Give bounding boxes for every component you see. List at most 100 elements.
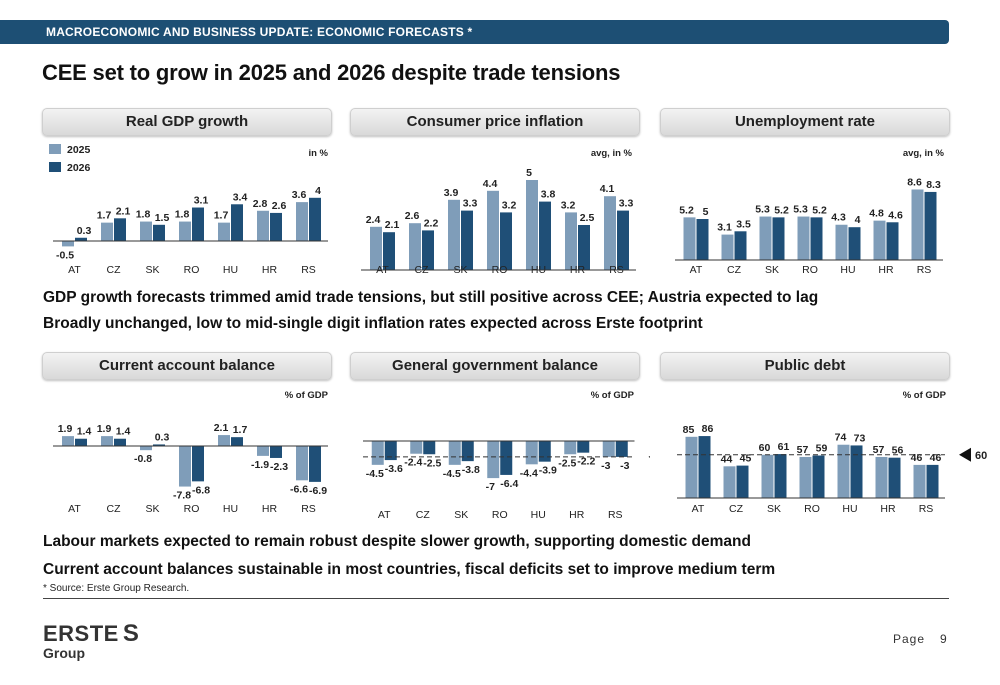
bar-SK-2025 [761, 454, 774, 498]
bar-RO-2025 [179, 221, 191, 241]
data-label-RO-2025: 1.8 [175, 209, 190, 221]
data-label-HU-2025: 2.1 [214, 422, 229, 434]
tick-label-SK: SK [765, 264, 779, 276]
bar-AT-2025 [370, 226, 382, 270]
bar-AT-2025 [685, 436, 698, 498]
bar-HU-2026 [231, 437, 243, 446]
chart-gdp: in % 2025 2026 -0.50.3 AT 1.7 2.1 CZ 1.8 1.5 SK 1.8… [49, 144, 329, 276]
legend-swatch-2025 [49, 144, 61, 154]
data-label-AT-2025: -0.5 [56, 249, 74, 261]
tick-label-AT: AT [68, 503, 81, 515]
bar-RO-2026 [812, 455, 825, 498]
statement-labour: Labour markets expected to remain robust… [43, 533, 751, 550]
reference-label: 60 [975, 450, 987, 462]
data-label-SK-2025: 1.8 [136, 209, 151, 221]
bar-CZ-2026 [114, 438, 126, 446]
bar-HU-2025 [526, 180, 538, 270]
chart-government-balance: % of GDP-4.5 -3.6AT-2.4 -2.5CZ-4.5 -3.8SK-7… [363, 390, 650, 521]
bar-RO-2026 [192, 207, 204, 241]
data-label-SK-2026: 0.3 [155, 431, 170, 443]
bar-HR-2026 [270, 446, 282, 458]
data-label-RS-2025: -6.6 [290, 483, 308, 495]
data-label-HR-2025: 4.8 [869, 208, 884, 220]
data-label-HU-2026: 4 [855, 214, 861, 226]
bar-AT-2026 [698, 436, 711, 498]
page-number: 9 [940, 632, 947, 646]
source-note: * Source: Erste Group Research. [43, 583, 190, 594]
unit-label: % of GDP [285, 390, 329, 401]
bar-RO-2026 [810, 217, 823, 260]
tick-label-AT: AT [690, 264, 703, 276]
bar-CZ-2025 [723, 466, 736, 498]
data-label-CZ-2025: 3.1 [717, 222, 732, 234]
data-label-HU-2026: 3.4 [233, 191, 248, 203]
data-label-HR-2026: 2.5 [580, 212, 595, 224]
data-label-CZ-2026: 2.2 [424, 217, 439, 229]
data-label-HU-2026: -3.9 [539, 465, 557, 477]
bar-HU-2025 [218, 222, 230, 241]
data-label-RS-2025: 46 [911, 452, 923, 464]
bar-AT-2025 [62, 436, 74, 446]
tick-label-RO: RO [492, 509, 508, 521]
bar-RS-2025 [296, 446, 308, 481]
data-label-SK-2026: -3.8 [462, 464, 480, 476]
data-label-CZ-2025: 1.9 [97, 423, 112, 435]
panel-header-cpi: Consumer price inflation [350, 108, 640, 136]
section-bar: MACROECONOMIC AND BUSINESS UPDATE: ECONO… [0, 20, 949, 44]
data-label-RO-2026: -6.4 [500, 478, 518, 490]
footer-divider [43, 598, 949, 599]
bar-RS-2026 [615, 441, 628, 457]
data-label-HR-2025: 3.2 [561, 199, 576, 211]
data-label-HR-2026: 4.6 [888, 209, 903, 221]
data-label-HU-2025: 1.7 [214, 210, 229, 222]
bar-SK-2025 [448, 441, 461, 465]
tick-label-CZ: CZ [107, 264, 122, 276]
chart-cpi: avg, in %2.4 2.1AT2.62.2CZ3.93.3SK4.43.2R… [361, 148, 636, 276]
bar-AT-2026 [696, 219, 709, 260]
bar-HR-2025 [257, 210, 269, 241]
tick-label-CZ: CZ [727, 264, 742, 276]
bar-HU-2026 [850, 445, 863, 498]
bar-RO-2025 [179, 446, 191, 487]
unit-label: % of GDP [903, 390, 947, 401]
reference-arrow-icon [959, 447, 971, 462]
bar-HU-2025 [218, 435, 230, 446]
logo-subtext: Group [43, 645, 85, 661]
bar-CZ-2025 [101, 436, 113, 446]
data-label-AT-2026: -3.6 [385, 463, 403, 475]
bar-CZ-2026 [422, 230, 434, 270]
data-label-AT-2026: 5 [703, 206, 709, 218]
data-label-RO-2026: 3.1 [194, 195, 209, 207]
bar-CZ-2026 [114, 218, 126, 241]
data-label-HR-2025: 57 [873, 444, 885, 456]
data-label-RS-2026: -3 [620, 460, 629, 472]
bar-CZ-2025 [410, 441, 423, 454]
bar-SK-2025 [448, 199, 460, 270]
bar-RS-2025 [604, 196, 616, 270]
tick-label-CZ: CZ [416, 509, 431, 521]
tick-label-HR: HR [880, 503, 896, 515]
tick-label-CZ: CZ [729, 503, 744, 515]
bar-RO-2025 [487, 441, 500, 479]
data-label-AT-2026: 0.3 [77, 225, 92, 237]
panel-header-public-debt: Public debt [660, 352, 950, 380]
data-label-SK-2026: 5.2 [774, 204, 789, 216]
data-label-RO-2025: 4.4 [483, 178, 498, 190]
bar-RO-2025 [487, 190, 499, 270]
data-label-SK-2025: -4.5 [443, 468, 461, 480]
data-label-SK-2025: 3.9 [444, 187, 459, 199]
bar-HR-2025 [875, 456, 888, 498]
bar-SK-2026 [461, 441, 474, 462]
bar-CZ-2025 [101, 222, 113, 241]
bar-CZ-2025 [721, 234, 734, 260]
tick-label-RO: RO [184, 503, 200, 515]
data-label-AT-2025: 2.4 [366, 214, 381, 226]
bar-HR-2025 [564, 441, 577, 455]
data-label-HR-2026: 56 [892, 445, 904, 457]
data-label-RS-2025: 3.6 [292, 189, 307, 201]
data-label-RO-2025: 57 [797, 444, 809, 456]
data-label-RO-2025: -7 [486, 481, 495, 493]
bar-AT-2026 [75, 438, 87, 446]
data-label-RO-2026: 5.2 [812, 204, 827, 216]
reference-arrow-icon [648, 456, 650, 458]
